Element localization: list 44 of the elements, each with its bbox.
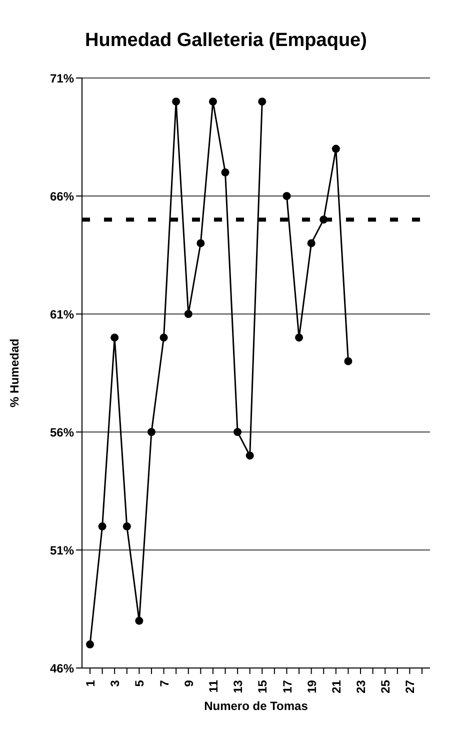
point bbox=[135, 616, 144, 625]
point bbox=[98, 522, 106, 530]
x-tick-label: 27 bbox=[403, 680, 418, 694]
point bbox=[295, 334, 304, 342]
point bbox=[208, 98, 217, 106]
point bbox=[344, 357, 352, 366]
y-axis-title: % Humedad bbox=[7, 338, 22, 408]
x-tick-label: 13 bbox=[231, 680, 246, 694]
point bbox=[110, 334, 119, 342]
chart-title: Humedad Galleteria (Empaque) bbox=[84, 30, 368, 52]
x-tick-label: 11 bbox=[206, 680, 220, 693]
x-tick-label: 23 bbox=[354, 680, 368, 694]
point bbox=[184, 310, 192, 318]
point bbox=[282, 192, 291, 200]
x-tick-label: 3 bbox=[108, 680, 122, 687]
y-tick-label: 71% bbox=[50, 71, 74, 86]
x-tick-label: 21 bbox=[329, 680, 344, 694]
point bbox=[221, 168, 230, 176]
point bbox=[320, 216, 328, 224]
point bbox=[332, 144, 340, 153]
y-tick-label: 61% bbox=[50, 307, 74, 322]
point bbox=[196, 239, 205, 248]
x-tick-label: 25 bbox=[378, 680, 393, 694]
y-tick-label: 51% bbox=[50, 543, 74, 558]
point bbox=[122, 522, 131, 530]
x-tick-label: 9 bbox=[182, 680, 196, 687]
x-tick-label: 7 bbox=[157, 680, 172, 687]
point bbox=[246, 452, 254, 460]
x-tick-label: 17 bbox=[280, 680, 294, 694]
point bbox=[172, 98, 180, 106]
point bbox=[307, 239, 316, 248]
point bbox=[86, 640, 94, 648]
x-tick-label: 19 bbox=[304, 680, 319, 694]
y-tick-label: 56% bbox=[50, 425, 74, 440]
point bbox=[258, 98, 266, 106]
x-tick-label: 5 bbox=[132, 680, 147, 687]
y-tick-label: 66% bbox=[50, 189, 74, 204]
point bbox=[160, 334, 168, 342]
y-tick-label: 46% bbox=[50, 661, 74, 676]
x-tick-label: 1 bbox=[84, 680, 98, 687]
point bbox=[147, 428, 156, 436]
x-axis-title: Numero de Tomas bbox=[204, 699, 308, 713]
x-tick-label: 15 bbox=[256, 680, 270, 694]
point bbox=[234, 428, 242, 436]
